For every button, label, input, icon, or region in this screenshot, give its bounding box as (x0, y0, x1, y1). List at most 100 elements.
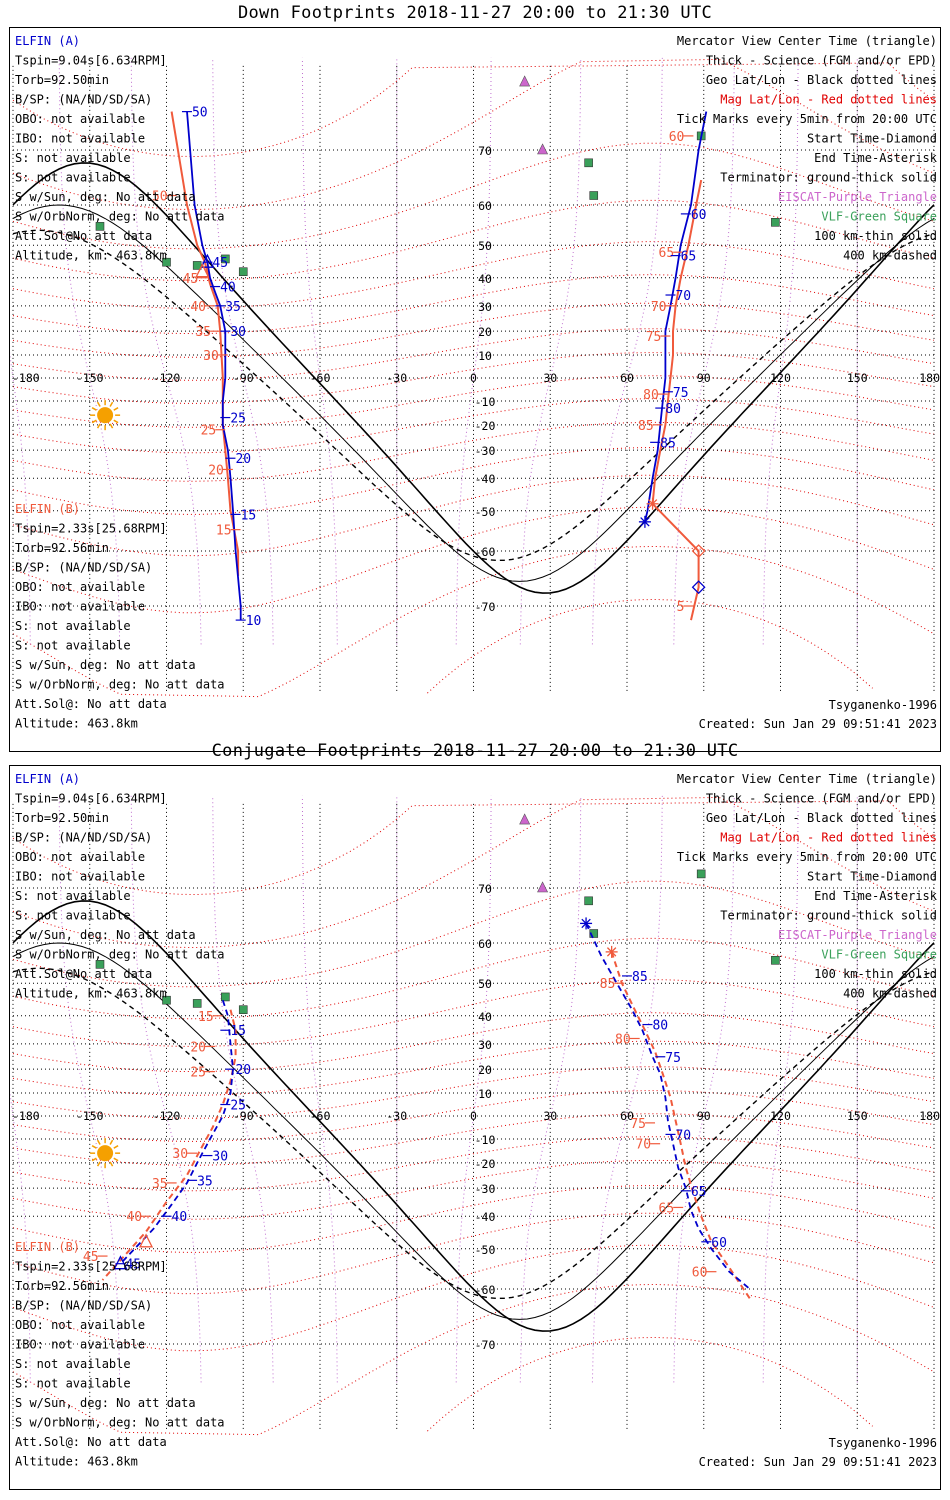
sun-ray (109, 423, 114, 429)
sun-ray (96, 1139, 101, 1145)
mag-lat-line (12, 302, 935, 358)
elfin-b-center-triangle (138, 1233, 154, 1248)
elfin-b-tick-label: 25 (190, 1066, 206, 1081)
sun-ray (96, 423, 101, 429)
vlf-square (162, 257, 171, 267)
lon-tick-label: 90 (697, 371, 711, 385)
elfin-a-center-triangle (200, 253, 215, 268)
mag-lon-line (10, 351, 31, 645)
sun-ray (109, 1139, 114, 1145)
elfin-a-info: ELFIN (A) Tspin=9.04s[6.634RPM] Torb=92.50… (15, 772, 225, 1001)
elfin-b-name: ELFIN (B) (15, 502, 80, 516)
elfin-b-info-line: Altitude: 463.8km (15, 1455, 138, 1469)
elfin-a-info-line: S w/Sun, deg: No att data (15, 928, 196, 942)
map-panel-conjugate: -180 -150 -120 -90 -60 -30 0 30 60 90 120 150 180 70 6… (9, 765, 941, 1490)
elfin-a-info-line: Torb=92.50min (15, 811, 109, 825)
elfin-b-tick-label: 35 (152, 1177, 168, 1192)
elfin-a-tick-label: 65 (681, 250, 697, 265)
mag-lon-line (301, 795, 338, 1383)
elfin-a-info-line: S: not available (15, 171, 131, 185)
elfin-b-info-line: B/SP: (NA/ND/SD/SA) (15, 561, 152, 575)
vlf-square (238, 267, 248, 276)
sun-ray (91, 407, 97, 411)
elfin-b-tick-label: 80 (643, 388, 659, 403)
mag-lon-line (212, 57, 274, 645)
lon-tick-label: 180 (919, 371, 940, 385)
legend-entry: Start Time-Diamond (807, 870, 937, 884)
elfin-a-tick-label: 85 (632, 970, 648, 985)
elfin-a-tick-label: 80 (665, 402, 681, 417)
map-canvas-down: -180 -150 -120 -90 -60 -30 0 30 60 90 120 150 180 70 6… (10, 34, 940, 731)
elfin-a-end-asterisk (580, 917, 593, 930)
mag-lon-line (58, 795, 121, 1383)
elfin-a-tick-label: 75 (665, 1051, 681, 1066)
elfin-a-tick-label: 20 (235, 1063, 251, 1078)
sun-ray (113, 1145, 119, 1149)
panel-title-conjugate: Conjugate Footprints 2018-11-27 20:00 to… (211, 741, 739, 761)
mag-lon-line (130, 795, 202, 1383)
vlf-square (192, 999, 202, 1008)
elfin-b-tick-label: 35 (195, 325, 211, 340)
lat-tick-label: -50 (475, 1243, 496, 1257)
elfin-b-info-line: IBO: not available (15, 1338, 145, 1352)
vlf-square (162, 995, 171, 1005)
mag-lat-line (12, 545, 935, 698)
elfin-b-tick-label: 60 (692, 1266, 708, 1281)
elfin-b-tick-label: 5 (677, 600, 685, 615)
mag-lon-line (762, 57, 799, 645)
lat-tick-label: 70 (478, 144, 492, 158)
elfin-a-track-west (186, 111, 242, 621)
elfin-a-info: ELFIN (A) Tspin=9.04s[6.634RPM] Torb=92.50… (15, 34, 225, 263)
elfin-a-info-line: B/SP: (NA/ND/SD/SA) (15, 93, 152, 107)
elfin-a-info-line: Att.Sol@No att data (15, 967, 152, 981)
elfin-b-start-diamond (691, 544, 706, 558)
lon-tick-label: -60 (310, 371, 331, 385)
lon-tick-label: 150 (847, 371, 868, 385)
lat-tick-label: -50 (475, 505, 496, 519)
elfin-b-info-line: Torb=92.56min (15, 1279, 109, 1293)
legend-entry: EISCAT-Purple Triangle (778, 190, 937, 204)
vlf-square (584, 158, 593, 168)
lat-tick-label: 60 (478, 937, 492, 951)
elfin-b-tick-label: 30 (172, 1147, 188, 1162)
elfin-a-track-east (644, 111, 708, 523)
elfin-b-info-line: S: not available (15, 1357, 131, 1371)
geo-grid (12, 65, 935, 693)
terminator-line (12, 900, 935, 1332)
mag-lat-line (12, 474, 935, 557)
elfin-b-info-line: OBO: not available (15, 580, 145, 594)
elfin-b-info-line: Att.Sol@: No att data (15, 1435, 167, 1449)
lon-tick-label: 120 (770, 371, 791, 385)
elfin-a-center-triangle (113, 1255, 128, 1270)
elfin-b-tick-label: 85 (638, 419, 654, 434)
elfin-a-info-line: Tspin=9.04s[6.634RPM] (15, 54, 167, 68)
elfin-b-track-east (610, 951, 751, 1300)
elfin-b-info: ELFIN (B) Tspin=2.33s[25.68RPM] Torb=92.56… (15, 1240, 225, 1469)
elfin-a-track-east (585, 923, 751, 1290)
lat-tick-label: 50 (478, 239, 492, 253)
elfin-a-tick-label: 15 (230, 1024, 246, 1039)
sun-ray (113, 419, 119, 424)
mag-lat-line (12, 421, 935, 482)
sun-icon (90, 1138, 121, 1169)
elfin-a-info-line: Altitude, km: 463.8km (15, 987, 167, 1001)
elfin-a-name: ELFIN (A) (15, 34, 80, 48)
elfin-a-info-line: Altitude, km: 463.8km (15, 249, 167, 263)
mag-lat-line (12, 1283, 935, 1436)
elfin-b-info-line: IBO: not available (15, 600, 145, 614)
lon-tick-label: -180 (12, 371, 40, 385)
elfin-b-info: ELFIN (B) Tspin=2.33s[25.68RPM] Torb=92.56… (15, 502, 225, 731)
elfin-b-tick-label: 50 (152, 190, 168, 205)
vlf-square (221, 254, 230, 264)
elfin-b-tick-label: 45 (183, 272, 199, 287)
lon-tick-label: 90 (697, 1109, 711, 1123)
legend-entry: Thick - Science (FGM and/or EPD) (706, 54, 937, 68)
elfin-b-info-line: OBO: not available (15, 1318, 145, 1332)
terminator-line (12, 967, 935, 1300)
sun-disc (97, 407, 114, 424)
mag-lon-line (58, 57, 121, 645)
elfin-a-end-asterisk-stroke (640, 517, 650, 527)
elfin-a-tick-label: 30 (230, 325, 246, 340)
elfin-a-info-line: B/SP: (NA/ND/SD/SA) (15, 831, 152, 845)
elfin-a-info-line: OBO: not available (15, 850, 145, 864)
